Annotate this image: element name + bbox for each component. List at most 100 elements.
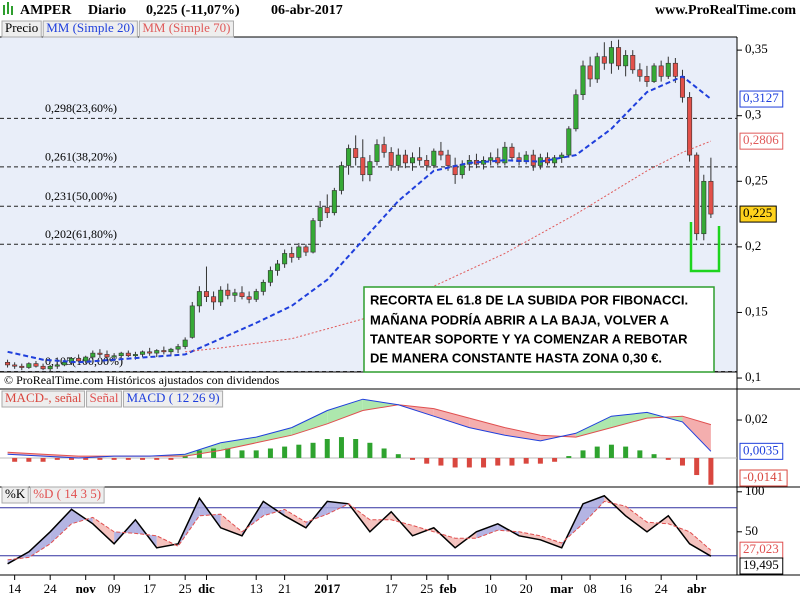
histogram-bar [253,450,259,458]
histogram-bar [182,456,188,458]
candle-body [140,351,146,355]
histogram-bar [623,446,629,458]
candle-body [12,364,18,367]
candle-body [225,289,231,296]
candle-body [708,180,714,215]
candle-body [623,55,629,67]
indicator-line [7,494,712,565]
candle-body [289,253,295,258]
y-tick-label: 0,02 [745,411,768,426]
histogram-bar [495,457,501,466]
histogram-bar [466,457,472,468]
candle-body [608,47,614,64]
histogram-bar [481,457,487,468]
candle-body [218,289,224,303]
candle-body [260,281,266,292]
last-value-label: -0,0141 [743,469,783,484]
candle-body [445,154,451,166]
histogram-bar [154,457,160,460]
line-fill [504,427,541,441]
x-tick-label: 21 [278,581,291,596]
candle-body [26,363,32,368]
line-fill [575,416,612,438]
footnote: © ProRealTime.com Históricos ajustados c… [4,373,280,387]
annotation-line: DE MANERA CONSTANTE HASTA ZONA 0,30 €. [370,350,662,365]
candle-body [374,144,380,162]
histogram-bar [438,457,444,466]
candle-body [488,157,494,161]
y-tick-label: 0,35 [745,41,768,56]
candle-body [580,65,586,96]
y-tick-label: 0,25 [745,172,768,187]
candle-body [346,148,352,166]
candle-body [616,47,622,67]
x-tick-label: mar [550,581,573,596]
candle-body [573,94,579,130]
period: Diario [88,3,126,18]
annotation-line: RECORTA EL 61.8 DE LA SUBIDA POR FIBONAC… [370,292,688,307]
candle-body [104,354,110,358]
candle-body [154,350,160,354]
candle-body [310,220,316,253]
legend-box [42,20,138,38]
line-fill [689,531,711,557]
candle-body [33,363,39,367]
candle-body [182,339,188,347]
line-fill [291,410,328,436]
x-tick-label: 08 [584,581,597,596]
legend-box [122,390,224,408]
candle-body [530,154,536,166]
line-fill [433,408,470,428]
fibonacci-label: 0,298(23,60%) [45,101,117,115]
legend-box [1,20,42,38]
y-tick-label: 50 [745,523,758,538]
line-fill [469,418,505,436]
annotation-line: TANTEAR SOPORTE Y YA COMENZAR A REBOTAR [370,331,688,346]
app-icon [3,2,13,15]
x-tick-label: 14 [8,581,22,596]
last-value-box [739,90,784,108]
legend-box [1,486,29,504]
histogram-bar [367,442,373,458]
legend-label: MACD ( 12 26 9) [126,390,219,405]
histogram-bar [523,457,529,464]
histogram-bar [708,457,714,485]
line-fill [540,535,562,548]
legend-box [138,20,234,38]
candle-body [125,352,131,357]
candle-body [111,355,117,358]
line-fill [220,437,257,451]
histogram-bar [410,457,416,460]
candle-body [410,157,416,164]
histogram-bar [694,457,700,476]
histogram-bar [125,457,131,460]
candle-body [431,150,437,166]
x-tick-label: 2017 [314,581,341,596]
x-tick-label: 09 [108,581,121,596]
line-fill [327,501,349,515]
last-value-box [739,469,788,487]
line-fill [611,412,647,428]
candle-body [161,350,167,353]
date: 06-abr-2017 [271,3,343,18]
x-tick-label: 20 [520,581,533,596]
histogram-bar [353,439,359,458]
histogram-bar [395,454,401,458]
candle-body [203,291,209,298]
candle-body [118,352,124,357]
candle-body [637,69,643,77]
histogram-bar [324,439,330,458]
annotation-line: MAÑANA PODRÍA ABRIR A LA BAJA, VOLVER A [370,312,670,327]
histogram-bar [267,448,273,458]
candle-body [381,144,387,153]
histogram-bar [594,446,600,458]
candle-body [644,76,650,82]
symbol: AMPER [20,3,72,18]
line-fill [362,399,399,411]
legend-box [86,390,122,408]
histogram-bar [452,457,458,468]
fibonacci-label: 0,261(38,20%) [45,150,117,164]
candle-body [587,65,593,80]
x-tick-label: 17 [143,581,157,596]
candle-body [402,154,408,164]
